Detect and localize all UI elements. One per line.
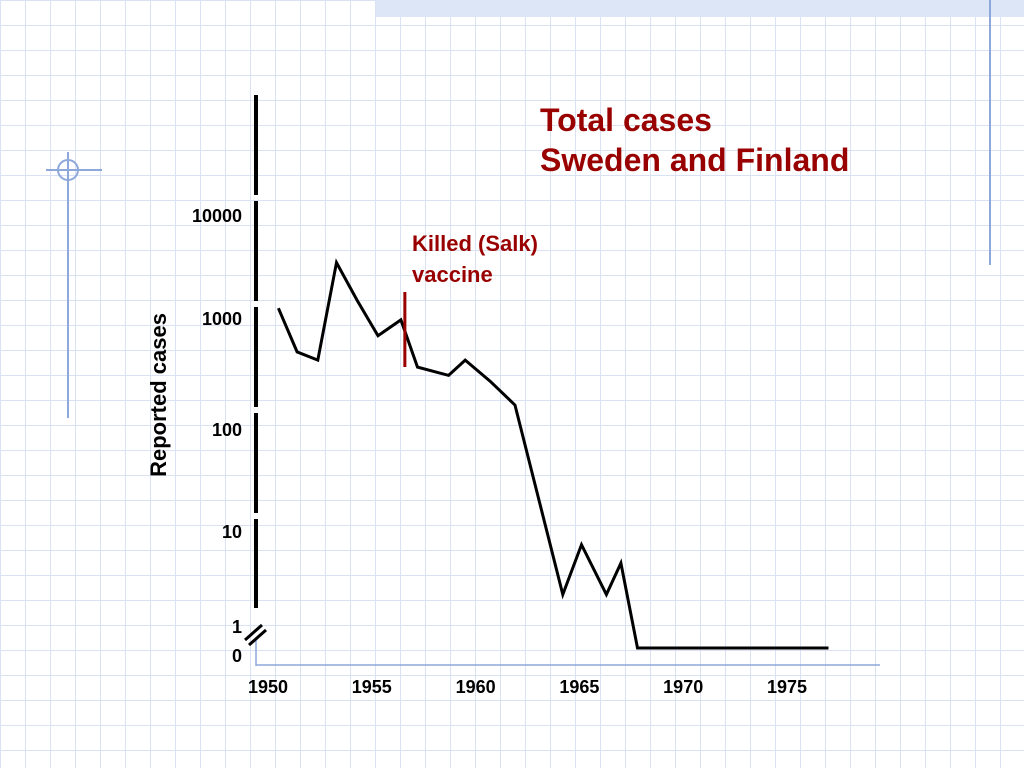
x-tick-label: 1950 <box>248 677 288 697</box>
x-tick-label: 1965 <box>559 677 599 697</box>
x-tick-label: 1960 <box>456 677 496 697</box>
top-band-decoration <box>376 0 1024 17</box>
slide-decoration <box>46 0 1024 418</box>
x-tick-label: 1970 <box>663 677 703 697</box>
y-axis-label: Reported cases <box>146 313 171 477</box>
chart-title-line-1: Total cases <box>540 102 712 138</box>
y-tick-label: 100 <box>212 420 242 440</box>
axis-break-mark <box>248 628 267 647</box>
y-tick-label: 1 <box>232 617 242 637</box>
tick-labels: 1950 1955 1960 1965 1970 1975 0 1 10 100 1000 10000 <box>192 206 807 697</box>
circle-decoration <box>57 159 79 181</box>
chart-title-line-2: Sweden and Finland <box>540 142 850 178</box>
y-tick-label: 1000 <box>202 309 242 329</box>
x-tick-label: 1975 <box>767 677 807 697</box>
axis-break-mark <box>244 623 263 642</box>
y-tick-label: 10000 <box>192 206 242 226</box>
vaccine-annotation-line-2: vaccine <box>412 262 493 287</box>
vaccine-annotation-line-1: Killed (Salk) <box>412 231 538 256</box>
y-tick-label: 0 <box>232 646 242 666</box>
chart-axes <box>244 95 880 666</box>
x-tick-label: 1955 <box>352 677 392 697</box>
y-tick-label: 10 <box>222 522 242 542</box>
series-line <box>277 258 829 650</box>
series-group <box>277 258 829 650</box>
